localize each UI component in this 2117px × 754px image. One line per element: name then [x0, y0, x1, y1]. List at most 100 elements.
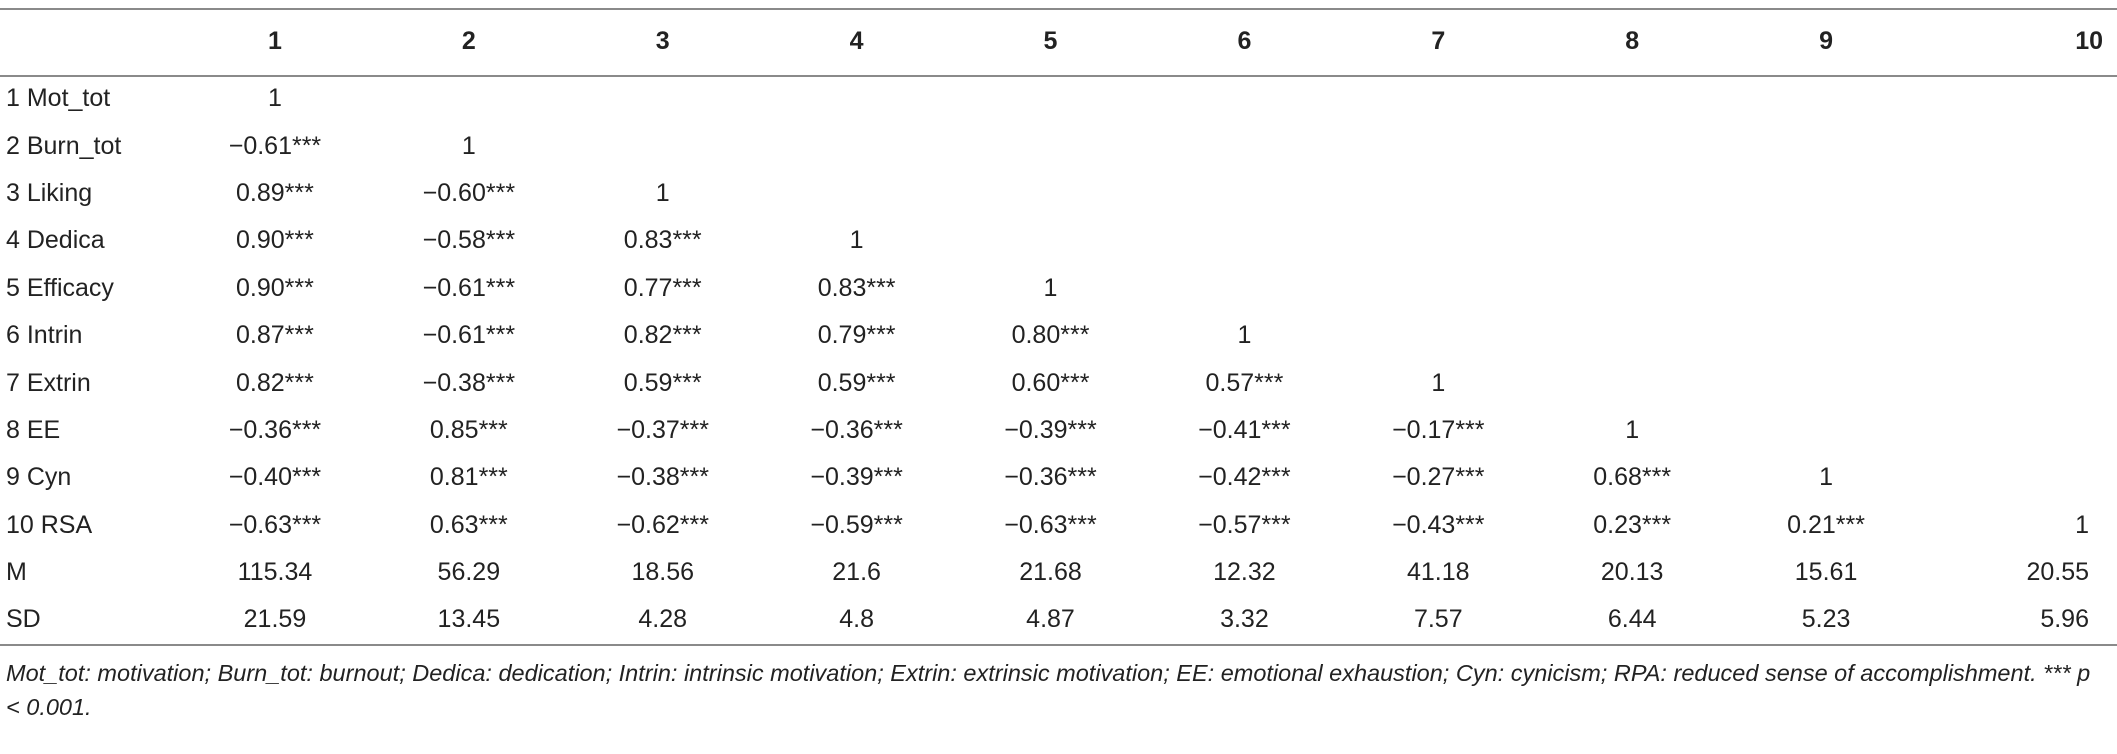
table-cell: 56.29 — [437, 558, 501, 587]
table-cell: 5.23 — [1801, 605, 1851, 634]
table-header: 1 2 3 4 5 6 7 8 9 10 — [0, 8, 2117, 75]
table-cell: 0.87*** — [236, 321, 314, 350]
table-cell — [1729, 75, 1923, 122]
table-cell: 41.18 — [1407, 558, 1470, 587]
table-cell — [954, 170, 1148, 217]
row-label: 4 Dedica — [6, 226, 105, 255]
table-cell: 0.85*** — [429, 415, 508, 444]
table-cell — [1923, 454, 2117, 501]
table-cell — [1341, 217, 1535, 264]
table-cell: 15.61 — [1794, 558, 1858, 587]
table-cell: 0.80*** — [1011, 321, 1090, 350]
table-row: SD 21.59 13.45 4.28 4.8 4.87 3.32 7.57 6.44 5.23 5… — [0, 596, 2117, 643]
table-row: M 115.34 56.29 18.56 21.6 21.68 12.32 41.18 20.1… — [0, 549, 2117, 596]
column-header-10: 10 — [2075, 27, 2103, 55]
table-cell: 3.32 — [1220, 605, 1269, 634]
table-cell: 0.68*** — [1593, 463, 1672, 492]
correlation-table: 1 2 3 4 5 6 7 8 9 10 1 Mot_tot 1 2 Burn_tot −0.61***… — [0, 8, 2117, 644]
table-cell: 1 — [2075, 510, 2089, 539]
table-cell: 0.23*** — [1593, 510, 1672, 539]
table-cell: 0.77*** — [623, 273, 702, 302]
table-cell — [1923, 359, 2117, 406]
table-cell — [1535, 170, 1729, 217]
table-cell — [1341, 312, 1535, 359]
column-header-5: 5 — [1043, 27, 1058, 55]
row-label: 1 Mot_tot — [6, 84, 111, 113]
table-cell: 0.21*** — [1787, 510, 1865, 539]
row-label: 7 Extrin — [6, 368, 91, 397]
column-header-8: 8 — [1625, 27, 1640, 55]
table-cell: 0.81*** — [429, 463, 508, 492]
table-cell: 0.89*** — [236, 178, 314, 207]
table-cell — [760, 170, 954, 217]
table-row: 1 Mot_tot 1 — [0, 75, 2117, 122]
table-cell: −0.61*** — [422, 273, 516, 302]
table-cell: 1 — [1237, 321, 1252, 350]
table-cell: 1 — [1625, 415, 1640, 444]
table-cell: −0.36*** — [1004, 463, 1097, 492]
table-cell — [1923, 407, 2117, 454]
table-cell: 21.6 — [832, 558, 881, 587]
table-row: 3 Liking 0.89*** −0.60*** 1 — [0, 170, 2117, 217]
table-cell — [1923, 170, 2117, 217]
table-cell — [1147, 122, 1341, 169]
table-cell: −0.58*** — [422, 226, 516, 255]
row-label: M — [6, 558, 27, 587]
table-cell: −0.27*** — [1392, 463, 1485, 492]
table-cell: 0.59*** — [623, 368, 702, 397]
table-cell — [1341, 170, 1535, 217]
header-rule — [0, 75, 2117, 77]
row-label: 6 Intrin — [6, 321, 83, 350]
table-cell: −0.63*** — [1004, 510, 1097, 539]
table-cell: 0.82*** — [236, 368, 314, 397]
table-cell: −0.36*** — [810, 415, 903, 444]
table-row: 7 Extrin 0.82*** −0.38*** 0.59*** 0.59*** 0.6… — [0, 359, 2117, 406]
table-cell: 21.68 — [1019, 558, 1082, 587]
row-label: 10 RSA — [6, 510, 93, 539]
table-cell: 115.34 — [237, 558, 313, 587]
table-cell — [760, 122, 954, 169]
table-cell: 20.13 — [1600, 558, 1664, 587]
table-cell: −0.39*** — [1004, 415, 1097, 444]
table-cell: 0.90*** — [236, 273, 314, 302]
table-cell: −0.61*** — [228, 131, 322, 160]
table-cell: 20.55 — [2026, 558, 2089, 587]
table-row: 8 EE −0.36*** 0.85*** −0.37*** −0.36*** −0.39… — [0, 407, 2117, 454]
table-cell — [372, 75, 566, 122]
table-cell: 0.83*** — [623, 226, 702, 255]
column-header-2: 2 — [461, 27, 476, 55]
table-cell — [954, 122, 1148, 169]
table-cell: 0.57*** — [1205, 368, 1284, 397]
table-row: 9 Cyn −0.40*** 0.81*** −0.38*** −0.39*** −0.3… — [0, 454, 2117, 501]
column-header-3: 3 — [655, 27, 670, 55]
table-cell: −0.41*** — [1198, 415, 1291, 444]
row-label: 2 Burn_tot — [6, 131, 122, 160]
table-cell: 7.57 — [1413, 605, 1463, 634]
table-cell — [1341, 122, 1535, 169]
table-cell: 18.56 — [631, 558, 694, 587]
column-header-7: 7 — [1431, 27, 1446, 55]
table-cell — [1729, 407, 1923, 454]
table-cell: −0.62*** — [616, 510, 709, 539]
table-cell: 0.83*** — [817, 273, 896, 302]
table-row: 4 Dedica 0.90*** −0.58*** 0.83*** 1 — [0, 217, 2117, 264]
table-cell: 13.45 — [437, 605, 501, 634]
table-cell — [566, 122, 760, 169]
table-cell: 6.44 — [1607, 605, 1657, 634]
table-cell: −0.36*** — [228, 415, 322, 444]
table-cell — [1535, 312, 1729, 359]
table-cell: 1 — [1043, 273, 1058, 302]
table-cell: 1 — [655, 178, 670, 207]
column-header-6: 6 — [1237, 27, 1252, 55]
table-cell — [1729, 265, 1923, 312]
table-cell: 0.79*** — [817, 321, 896, 350]
table-cell: −0.38*** — [422, 368, 516, 397]
table-cell: −0.38*** — [616, 463, 709, 492]
table-row: 2 Burn_tot −0.61*** 1 — [0, 122, 2117, 169]
table-cell: 1 — [267, 84, 282, 113]
table-cell: 12.32 — [1213, 558, 1276, 587]
table-cell: −0.61*** — [422, 321, 516, 350]
column-header-9: 9 — [1819, 27, 1834, 55]
row-label: SD — [6, 605, 41, 634]
table-cell: −0.40*** — [228, 463, 322, 492]
